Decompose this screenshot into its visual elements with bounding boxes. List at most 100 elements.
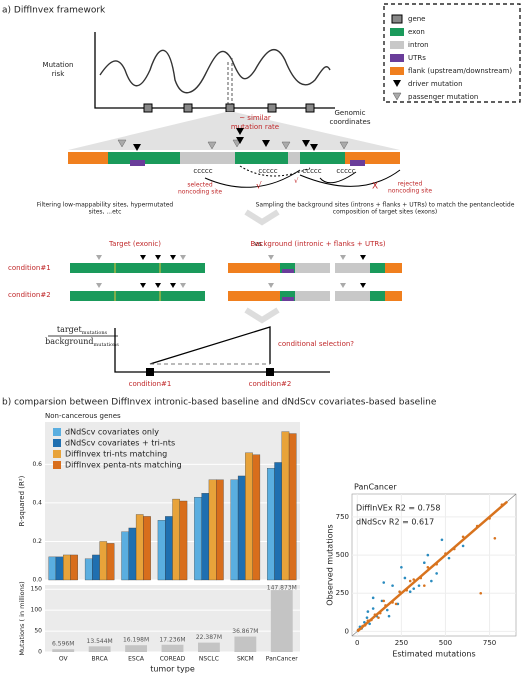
value-label: 17.236M [159,636,185,643]
legend-swatch [53,428,61,436]
legend-label: gene [408,15,426,23]
condition-label: condition#1 [8,264,51,272]
x-tick-label: PanCancer [266,656,298,663]
legend-label: DiffInvex penta-nts matching [65,461,182,470]
y-axis-label: Observed mutations [326,524,335,605]
vs: vs [254,240,262,248]
axis-label: risk [52,70,65,78]
group-title: Target (exonic) [108,240,161,248]
bar [216,479,224,581]
legend-label: UTRs [408,54,426,62]
axis-condition: condition#1 [129,380,172,388]
bar [128,527,137,581]
point [493,536,497,540]
title-b: b) comparsion between DiffInvex intronic… [2,398,437,408]
value-label: 147.873M [267,585,297,592]
bar [63,554,71,581]
site-label: ccccc [258,167,277,175]
title-a: a) DiffInvex framework [2,6,106,16]
subtitle: Non-cancerous genes [45,412,121,420]
y-tick-label: 100 [31,607,43,614]
legend-texts: gene exon intron UTRs flank (upstream/do… [408,15,512,101]
condition-rows [48,255,403,376]
condition-label: condition#2 [8,291,51,299]
annotation: rejected [398,181,423,188]
bar [234,636,257,652]
y-tick-label: 0.2 [32,538,42,545]
point [440,538,444,542]
x-tick-label: NSCLC [199,656,219,663]
legend-box [383,3,521,103]
bar [143,516,151,581]
bar [157,520,166,581]
legend-swatch [53,439,61,447]
point [365,616,369,619]
bar [99,541,108,581]
risk-plot [68,32,400,150]
point [412,587,416,590]
y-tick-label: 0.0 [32,577,42,584]
bar [121,531,129,581]
y-tick-label: 150 [31,586,43,593]
y-tick-label: 0 [38,649,42,656]
legend-label: DiffInvex tri-nts matching [65,450,167,459]
value-label: 36.867M [232,628,258,635]
ratio-num: target [57,325,83,334]
y-tick-label: 250 [336,589,349,597]
y-axis-label: Mutations ( in millions) [18,581,26,655]
chevron [244,209,280,226]
bar [70,554,78,581]
bar [55,556,64,581]
point [382,581,386,584]
series-label: DiffInVEx R2 = 0.758 [356,504,440,513]
legend-label: dNdScv covariates only [65,428,159,437]
bar [161,644,184,652]
axis-label: Genomic [334,109,365,117]
y-tick-label: 50 [34,628,42,635]
bar [179,500,188,581]
x-tick-label: 0 [355,639,359,647]
legend-swatch [53,450,61,458]
y-tick-label: 750 [336,513,349,521]
x-tick-label: 750 [483,639,496,647]
point [368,622,371,626]
point [479,591,483,595]
bar [245,452,253,581]
x-tick-label: 500 [439,639,452,647]
point [385,608,389,612]
annotation: ~ similar [239,114,271,122]
ratio: targetmutations [57,325,108,336]
point [363,620,366,624]
bar [252,454,261,581]
ratio-sub: mutations [82,330,108,336]
axis-label: Mutation [43,61,74,69]
bar [135,514,144,581]
fit-line [356,500,509,633]
group-title: Background (intronic + flanks + UTRs) [250,240,385,248]
y-axis-label: R-squared (R²) [18,475,26,526]
point [423,561,426,565]
legend-swatch [53,461,61,469]
bar [198,642,220,652]
y-tick-label: 0.6 [32,461,42,468]
point [387,614,391,618]
bar [201,493,210,581]
point [371,607,375,610]
x-axis-label: Estimated mutations [392,650,475,659]
value-label: 6.596M [52,641,74,648]
bar [48,556,57,581]
annotation: selected [187,182,213,189]
site-label: ccccc [193,167,212,175]
axis-label: coordinates [330,118,371,126]
point [412,578,416,581]
chart-title: PanCancer [354,483,397,492]
x-tick-label: 250 [395,639,408,647]
step-text: Sampling the background sites (introns +… [256,202,515,209]
bar [106,543,115,581]
point [400,565,403,569]
point [423,584,426,587]
point [408,590,412,594]
site-label: ccccc [302,167,321,175]
y-tick-label: 500 [336,551,349,559]
